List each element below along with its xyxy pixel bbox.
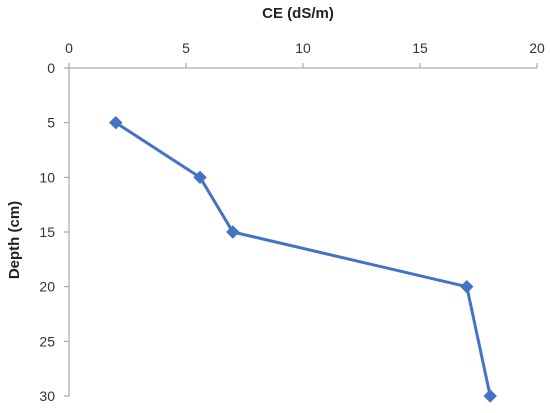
x-tick-label: 0 [65, 40, 73, 56]
y-tick-label: 15 [39, 224, 55, 240]
data-point [226, 225, 240, 239]
y-tick-label: 20 [39, 279, 55, 295]
x-tick-label: 15 [412, 40, 428, 56]
x-tick-label: 5 [182, 40, 190, 56]
y-tick-label: 10 [39, 169, 55, 185]
axes: 0 5 10 15 20 0 5 10 15 20 25 30 [39, 40, 545, 404]
data-point [193, 170, 207, 185]
y-tick-label: 5 [47, 115, 55, 131]
data-point [483, 389, 497, 403]
data-point [109, 115, 123, 130]
series-layer [109, 115, 497, 403]
x-axis-title: CE (dS/m) [262, 5, 334, 22]
y-tick-label: 0 [47, 60, 55, 76]
y-tick-label: 25 [39, 333, 55, 349]
x-tick-label: 20 [529, 40, 545, 56]
series-line [114, 121, 492, 397]
y-axis-title: Depth (cm) [6, 201, 23, 279]
x-tick-label: 10 [295, 40, 311, 56]
data-point [460, 279, 474, 294]
y-tick-label: 30 [39, 388, 55, 404]
